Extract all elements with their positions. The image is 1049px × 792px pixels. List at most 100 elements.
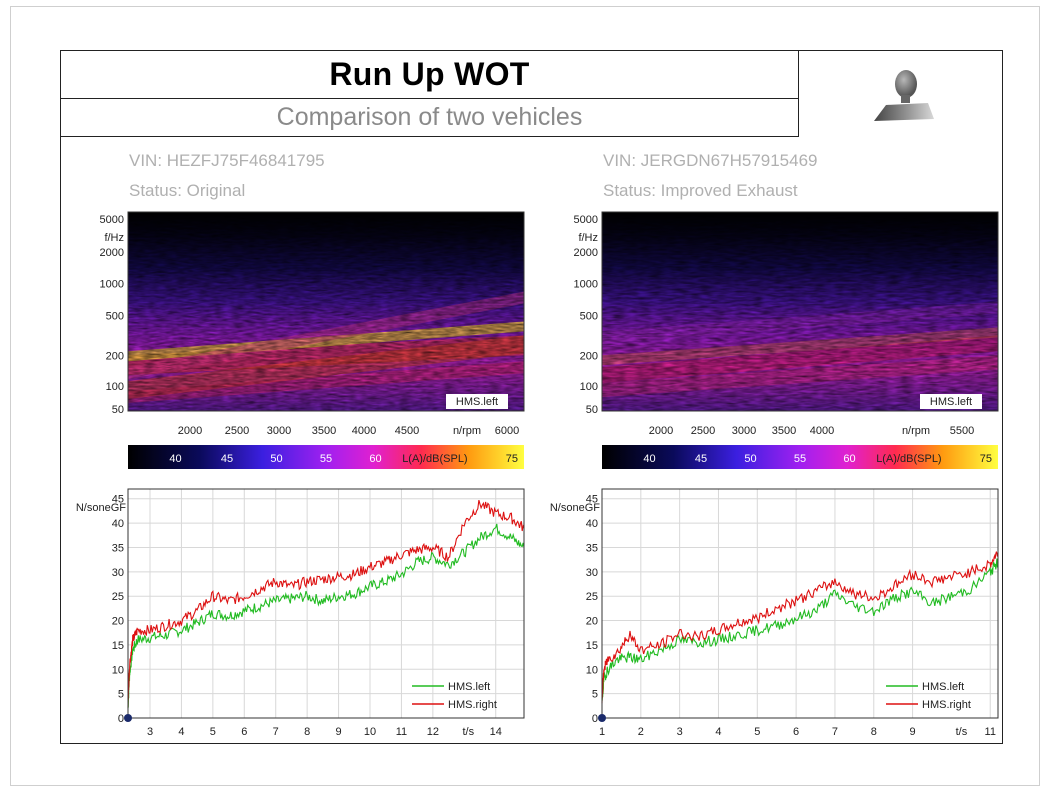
- spectrogram-texture: [128, 212, 524, 411]
- colorbar-tick-label: 55: [320, 453, 332, 465]
- x-tick-label: 4: [178, 726, 184, 738]
- x-tick-label: 7: [273, 726, 279, 738]
- y-tick-label: 5: [592, 689, 598, 701]
- y-tick-label: 40: [112, 518, 124, 530]
- report-subtitle: Comparison of two vehicles: [276, 103, 583, 131]
- series-line-hms-right: [601, 550, 999, 704]
- spectrogram-y-axis-label: f/Hz: [104, 232, 124, 244]
- report-title: Run Up WOT: [329, 56, 530, 92]
- colorbar-tick-label: 60: [369, 453, 381, 465]
- spectrogram-x-tick-label: 5500: [950, 425, 974, 437]
- y-tick-label: 45: [112, 494, 124, 506]
- spectrogram-x-axis-label: n/rpm: [902, 425, 930, 437]
- spectrogram-texture: [602, 212, 998, 411]
- colorbar-unit-label: L(A)/dB(SPL): [876, 453, 941, 465]
- series-line-hms-left: [601, 558, 999, 701]
- colorbar-tick-label: 50: [270, 453, 282, 465]
- spectrogram-x-tick-label: 2500: [691, 425, 715, 437]
- y-tick-label: 25: [112, 591, 124, 603]
- spectrogram-x-tick-label: 2000: [649, 425, 673, 437]
- spectrogram-x-tick-label: 3000: [732, 425, 756, 437]
- x-tick-label: 14: [490, 726, 502, 738]
- x-tick-label: 10: [364, 726, 376, 738]
- colorbar-tick-label: 55: [794, 453, 806, 465]
- spectrogram-x-tick-label: 6000: [495, 425, 519, 437]
- y-tick-label: 20: [586, 616, 598, 628]
- x-tick-label: 5: [754, 726, 760, 738]
- legend-label: HMS.right: [448, 699, 497, 711]
- y-tick-label: 15: [586, 640, 598, 652]
- x-axis-label: t/s: [956, 726, 968, 738]
- spectrogram-channel-label: HMS.left: [930, 396, 972, 408]
- axis-origin-marker: [124, 714, 132, 722]
- spectrogram-y-tick-label: 2000: [100, 247, 124, 259]
- legend-label: HMS.left: [922, 681, 964, 693]
- x-tick-label: 3: [147, 726, 153, 738]
- spectrogram-y-tick-label: 500: [106, 310, 124, 322]
- line-chart-right-background: [602, 489, 998, 718]
- colorbar-max-label: 75: [506, 453, 518, 465]
- logo-cell: [799, 51, 1002, 137]
- y-tick-label: 0: [592, 713, 598, 725]
- x-tick-label: 6: [793, 726, 799, 738]
- colorbar: [602, 445, 998, 469]
- vehicle-2-vin: VIN: JERGDN67H57915469: [603, 151, 818, 170]
- y-tick-label: 25: [586, 591, 598, 603]
- subtitle-cell: Comparison of two vehicles: [61, 99, 799, 137]
- vehicle-1-status: Status: Original: [129, 181, 246, 200]
- spectrogram-frame: [127, 211, 525, 412]
- x-tick-label: 2: [638, 726, 644, 738]
- spectrogram-x-tick-label: 4000: [810, 425, 834, 437]
- line-chart-frame: [127, 488, 525, 719]
- series-line-hms-right: [127, 499, 525, 708]
- spectrogram-y-tick-label: 100: [580, 381, 598, 393]
- spectrogram-y-tick-label: 5000: [100, 214, 124, 226]
- x-tick-label: 8: [304, 726, 310, 738]
- title-cell: Run Up WOT: [61, 51, 799, 99]
- colorbar-tick-label: 45: [221, 453, 233, 465]
- x-tick-label: 8: [871, 726, 877, 738]
- spectrogram-y-tick-label: 5000: [574, 214, 598, 226]
- line-chart-left-background: [128, 489, 524, 718]
- y-tick-label: 10: [112, 664, 124, 676]
- spectrogram-y-tick-label: 200: [580, 350, 598, 362]
- colorbar: [128, 445, 524, 469]
- spectrogram-channel-label: HMS.left: [456, 396, 498, 408]
- x-tick-label: 4: [715, 726, 721, 738]
- y-tick-label: 20: [112, 616, 124, 628]
- spectrogram-x-axis-label: n/rpm: [453, 425, 481, 437]
- spectrogram-y-tick-label: 1000: [100, 279, 124, 291]
- x-tick-label: 6: [241, 726, 247, 738]
- x-tick-label: 11: [985, 726, 996, 738]
- x-tick-label: 9: [336, 726, 342, 738]
- y-axis-label: N/soneGF: [76, 502, 126, 514]
- spectrogram-left-plot: [128, 212, 524, 411]
- vehicle-2-status: Status: Improved Exhaust: [603, 181, 798, 200]
- spectrogram-channel-label-box: [446, 394, 508, 409]
- spectrogram-x-tick-label: 3500: [312, 425, 336, 437]
- colorbar-tick-label: 50: [744, 453, 756, 465]
- x-tick-label: 1: [599, 726, 605, 738]
- spectrogram-y-tick-label: 200: [106, 350, 124, 362]
- x-tick-label: 12: [427, 726, 439, 738]
- axis-origin-marker: [598, 714, 606, 722]
- spectrogram-channel-label-box: [920, 394, 982, 409]
- vehicle-1-info: VIN: HEZFJ75F46841795 Status: Original: [129, 146, 325, 206]
- spectrogram-right-plot: [602, 212, 998, 411]
- y-tick-label: 30: [586, 567, 598, 579]
- spectrogram-y-tick-label: 2000: [574, 247, 598, 259]
- line-chart-frame: [601, 488, 999, 719]
- y-tick-label: 0: [118, 713, 124, 725]
- colorbar-unit-label: L(A)/dB(SPL): [402, 453, 467, 465]
- spectrogram-frame: [601, 211, 999, 412]
- spectrogram-x-tick-label: 4500: [395, 425, 419, 437]
- spectrogram-y-tick-label: 500: [580, 310, 598, 322]
- spectrogram-y-tick-label: 1000: [574, 279, 598, 291]
- colorbar-tick-label: 60: [843, 453, 855, 465]
- x-tick-label: 5: [210, 726, 216, 738]
- vehicle-1-vin: VIN: HEZFJ75F46841795: [129, 151, 325, 170]
- x-tick-label: 3: [677, 726, 683, 738]
- spectrogram-y-tick-label: 50: [586, 404, 598, 416]
- series-line-hms-left: [127, 523, 525, 709]
